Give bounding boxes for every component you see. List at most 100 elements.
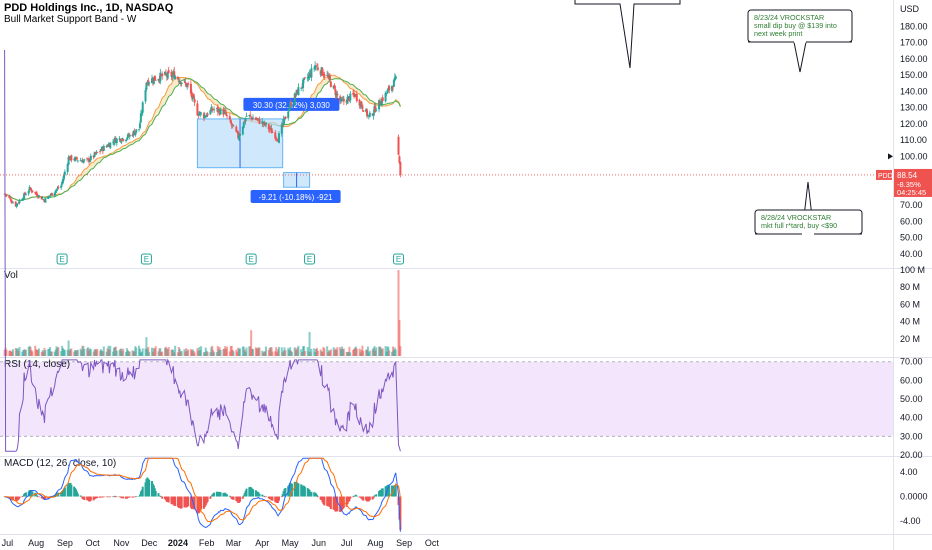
macd-hist-bar	[44, 496, 47, 500]
candle-body	[378, 100, 381, 105]
volume-bar	[398, 319, 401, 356]
macd-hist-bar	[63, 487, 66, 497]
candle-body	[274, 132, 277, 139]
candle-body	[236, 130, 239, 133]
earnings-marker-icon[interactable]	[304, 253, 316, 265]
candle-body	[173, 71, 176, 79]
macd-hist-bar	[76, 493, 79, 497]
macd-hist-bar	[159, 495, 162, 497]
candle-body	[339, 96, 342, 102]
candle-body	[30, 189, 33, 192]
macd-hist-bar	[154, 490, 157, 497]
candle-body	[205, 114, 208, 118]
macd-hist-bar	[372, 496, 375, 499]
candle-body	[53, 192, 56, 196]
macd-pane-label: MACD (12, 26, close, 10)	[4, 458, 116, 469]
macd-hist-bar	[180, 496, 183, 509]
candle-body	[8, 195, 11, 198]
candle-body	[293, 93, 296, 105]
candle-body	[74, 157, 77, 158]
candle-body	[170, 72, 173, 77]
earnings-marker-icon[interactable]	[56, 253, 68, 265]
volume-bar	[375, 347, 378, 356]
volume-bar	[67, 340, 70, 356]
macd-hist-bar	[271, 496, 274, 501]
macd-hist-bar	[135, 496, 138, 497]
macd-hist-bar	[375, 494, 378, 497]
volume-bar	[310, 348, 313, 356]
candle-body	[183, 80, 186, 82]
candle-body	[140, 112, 143, 114]
candle-body	[161, 73, 164, 77]
volume-bar	[200, 346, 203, 356]
volume-bar	[388, 350, 391, 356]
time-tick-label: May	[282, 538, 300, 548]
candle-body	[388, 86, 391, 91]
callout-text: 8/23/24 VROCKSTAR	[754, 13, 824, 22]
candle-body	[347, 96, 350, 97]
candle-body	[257, 118, 260, 120]
volume-bar	[57, 347, 60, 356]
candle-body	[302, 78, 305, 80]
volume-bar	[323, 348, 326, 356]
candle-body	[154, 79, 157, 81]
volume-bar	[161, 351, 164, 356]
macd-hist-bar	[209, 496, 212, 499]
candle-body	[399, 162, 402, 175]
rsi-line	[4, 49, 401, 452]
macd-hist-bar	[261, 494, 264, 497]
macd-hist-bar	[96, 496, 99, 498]
macd-hist-bar	[280, 496, 283, 498]
candle-body	[300, 87, 303, 89]
time-tick-label: Jun	[312, 538, 327, 548]
volume-bar	[362, 351, 365, 356]
volume-bar	[264, 346, 267, 356]
candle-body	[336, 93, 339, 96]
candle-body	[102, 145, 105, 151]
candle-body	[47, 196, 50, 199]
price-tick-label: 110.00	[900, 135, 927, 145]
earnings-marker-icon[interactable]	[245, 253, 257, 265]
candle-body	[125, 139, 128, 142]
symbol-tag: PDD	[878, 173, 893, 180]
callout-text: next week print	[754, 29, 802, 38]
volume-bar	[102, 346, 105, 356]
candle-body	[10, 199, 13, 202]
candle-body	[193, 99, 196, 103]
macd-hist-bar	[226, 494, 229, 497]
volume-bar	[366, 346, 369, 356]
candle-body	[93, 152, 96, 157]
volume-bar	[239, 348, 242, 356]
rsi-tick-label: 20.00	[900, 450, 923, 460]
earnings-marker-icon[interactable]	[140, 253, 152, 265]
candle-body	[340, 99, 343, 101]
candles[interactable]	[3, 61, 402, 209]
time-tick-label: Jul	[341, 538, 353, 548]
candle-body	[44, 198, 47, 203]
earnings-marker-icon[interactable]	[393, 253, 405, 265]
time-tick-label: Sep	[396, 538, 412, 548]
volume-bar	[122, 348, 125, 356]
macd-hist-bar	[122, 496, 125, 499]
volume-bar	[384, 346, 387, 356]
volume-bar	[313, 348, 316, 356]
candle-body	[226, 115, 229, 116]
candle-body	[128, 134, 131, 137]
indicator-label: Bull Market Support Band - W	[4, 14, 137, 25]
macd-hist-bar	[213, 492, 216, 497]
candle-body	[153, 75, 156, 81]
macd-hist-bar	[297, 483, 300, 497]
measure-range-down[interactable]: -9.21 (-10.18%) -921	[250, 172, 341, 203]
annotation-top-cut	[574, 0, 681, 69]
macd-hist-bar	[37, 496, 40, 498]
volume-bar	[348, 346, 351, 356]
candle-body	[61, 181, 64, 185]
candle-body	[268, 128, 271, 130]
candle-body	[360, 101, 363, 107]
volume-bar	[297, 345, 300, 356]
volume-bar	[135, 347, 138, 356]
candle-body	[54, 190, 57, 193]
